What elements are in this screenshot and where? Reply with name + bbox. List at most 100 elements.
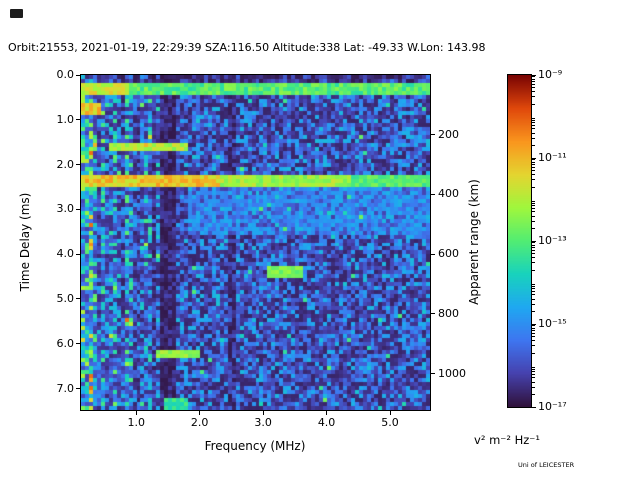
y-tick-label: 5.0 (56, 291, 75, 305)
colorbar-minor-tick (532, 371, 535, 373)
colorbar-minor-tick (532, 246, 535, 248)
colorbar-minor-tick (532, 381, 535, 383)
colorbar-tick-label: 10⁻¹⁷ (538, 400, 567, 413)
colorbar-minor-tick (532, 186, 535, 188)
colorbar-minor-tick (532, 174, 535, 175)
colorbar-minor-tick (532, 125, 535, 127)
y2-tick-label: 400 (438, 187, 459, 201)
colorbar-minor-tick (532, 76, 535, 78)
colorbar-minor-tick (532, 269, 535, 271)
colorbar-tick-label: 10⁻¹³ (538, 234, 567, 247)
colorbar-minor-tick (532, 200, 535, 202)
colorbar-minor-tick (532, 220, 535, 222)
colorbar-minor-tick (532, 329, 535, 331)
colorbar-minor-tick (532, 291, 535, 293)
colorbar-minor-tick (532, 159, 535, 161)
colorbar-minor-tick (532, 208, 535, 210)
colorbar-minor-tick (532, 303, 535, 305)
colorbar-minor-tick (532, 166, 535, 168)
colorbar-minor-tick (532, 311, 535, 312)
colorbar-minor-tick (532, 288, 535, 290)
colorbar-tick (532, 157, 536, 159)
colorbar-minor-tick (532, 179, 535, 181)
colorbar-minor-tick (532, 205, 535, 207)
y-tick-label: 4.0 (56, 247, 75, 261)
x-axis-label: Frequency (MHz) (204, 439, 306, 453)
colorbar-minor-tick (532, 96, 535, 98)
colorbar-minor-tick (532, 80, 535, 82)
colorbar-minor-tick (532, 345, 535, 347)
colorbar-minor-tick (532, 78, 535, 80)
x-tick (262, 411, 264, 415)
y-tick (76, 343, 80, 345)
colorbar-minor-tick (532, 128, 535, 130)
y-tick (76, 298, 80, 300)
colorbar-minor-tick (532, 122, 535, 124)
colorbar-minor-tick (532, 340, 535, 341)
y-tick (76, 74, 80, 76)
y2-tick (431, 193, 435, 195)
colorbar-minor-tick (532, 377, 535, 379)
y2-tick (431, 253, 435, 255)
colorbar-minor-tick (532, 103, 535, 105)
colorbar-tick (532, 323, 536, 325)
colorbar-minor-tick (532, 169, 535, 171)
colorbar-minor-tick (532, 369, 535, 371)
colorbar-minor-tick (532, 120, 535, 122)
colorbar-minor-tick (532, 262, 535, 264)
y-tick (76, 208, 80, 210)
colorbar-minor-tick (532, 332, 535, 334)
x-tick-label: 5.0 (381, 416, 399, 429)
y-tick-label: 1.0 (56, 112, 75, 126)
colorbar-minor-tick (532, 215, 535, 217)
colorbar-minor-tick (532, 163, 535, 165)
y2-axis-label: Apparent range (km) (467, 179, 481, 305)
x-tick-label: 1.0 (127, 416, 145, 429)
colorbar-frame (507, 74, 532, 408)
colorbar-minor-tick (532, 228, 535, 229)
x-tick (199, 411, 201, 415)
corner-glyph (10, 9, 23, 18)
colorbar-minor-tick (532, 249, 535, 251)
chart-title: Orbit:21553, 2021-01-19, 22:29:39 SZA:11… (8, 41, 486, 54)
colorbar-minor-tick (532, 137, 535, 139)
x-tick-label: 2.0 (190, 416, 209, 429)
y2-tick (431, 134, 435, 136)
colorbar-minor-tick (532, 335, 535, 337)
colorbar-tick (532, 74, 536, 76)
x-tick-label: 4.0 (317, 416, 336, 429)
colorbar-minor-tick (532, 327, 535, 329)
colorbar-minor-tick (532, 298, 535, 300)
colorbar-minor-tick (532, 394, 535, 395)
colorbar-minor-tick (532, 294, 535, 296)
colorbar-tick-label: 10⁻⁹ (538, 68, 563, 81)
colorbar-minor-tick (532, 244, 535, 246)
y-tick (76, 253, 80, 255)
colorbar-minor-tick (532, 325, 535, 327)
colorbar-minor-tick (532, 374, 535, 376)
y-tick (76, 388, 80, 389)
y2-tick-label: 600 (438, 247, 459, 261)
colorbar-tick-label: 10⁻¹¹ (538, 151, 567, 164)
x-tick (135, 411, 137, 415)
colorbar-tick (532, 240, 536, 242)
x-tick-label: 3.0 (254, 416, 272, 429)
credit-text: Uni of LEICESTER (518, 461, 575, 469)
y2-tick (431, 373, 435, 375)
colorbar-minor-tick (532, 83, 535, 85)
colorbar-minor-tick (532, 257, 535, 258)
y2-tick-label: 200 (438, 127, 459, 141)
colorbar-minor-tick (532, 203, 535, 205)
colorbar-minor-tick (532, 366, 535, 368)
colorbar-minor-tick (532, 252, 535, 254)
colorbar-minor-tick (532, 386, 535, 388)
colorbar-minor-tick (532, 242, 535, 244)
colorbar-minor-tick (532, 117, 535, 119)
colorbar-minor-tick (532, 145, 535, 146)
x-tick (326, 411, 328, 415)
y-tick-label: 3.0 (56, 202, 75, 216)
colorbar-minor-tick (532, 283, 535, 285)
y-tick-label: 7.0 (56, 381, 75, 395)
x-tick (389, 411, 391, 415)
